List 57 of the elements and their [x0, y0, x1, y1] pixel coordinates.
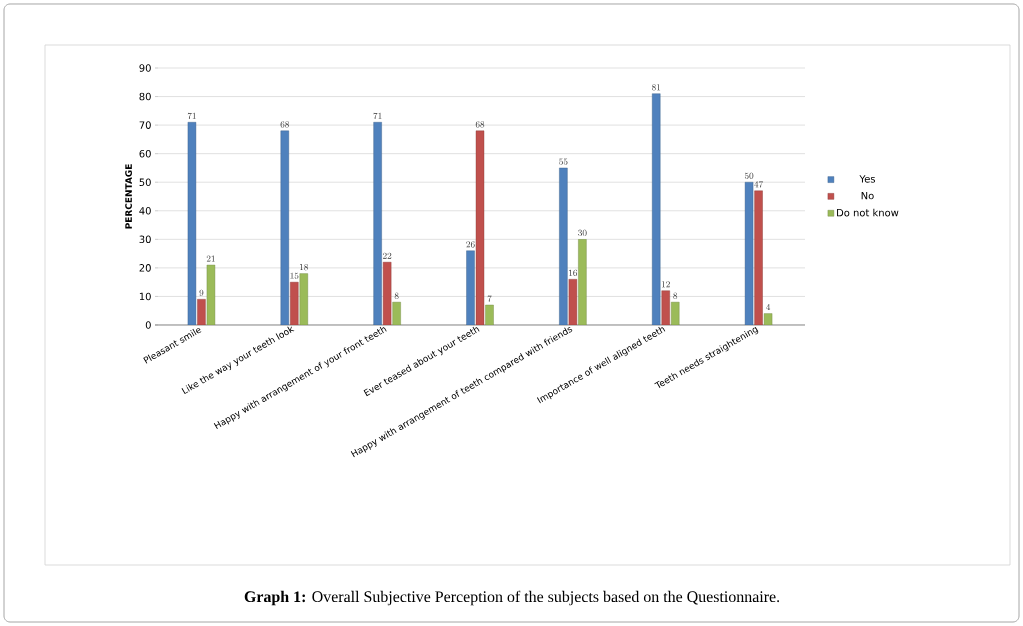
text: Yes: [859, 175, 876, 183]
y-tick-label: 0: [145, 321, 151, 329]
y-tick-label: 50: [139, 178, 151, 186]
data-label: 22: [382, 252, 392, 259]
bar: [206, 264, 216, 325]
data-label: 7: [487, 295, 492, 302]
data-label: 18: [300, 264, 308, 271]
bar: [661, 290, 670, 325]
data-label: 50: [744, 172, 754, 179]
data-label: 4: [766, 303, 771, 311]
data-label: 26: [466, 241, 475, 248]
data-label: 30: [578, 229, 587, 237]
data-label: 12: [661, 281, 670, 288]
bar: [197, 299, 206, 325]
y-tick-label: 90: [139, 64, 151, 72]
bar: [568, 279, 578, 325]
data-label: 21: [206, 255, 215, 262]
data-label: 15: [290, 272, 299, 279]
bar: [280, 130, 289, 325]
legend-label: Do not know: [837, 208, 899, 217]
data-label: 71: [373, 112, 382, 119]
bar: [763, 313, 773, 325]
bar: [744, 182, 754, 325]
bar: [559, 167, 568, 325]
data-label: 8: [394, 292, 399, 299]
y-tick-label: 70: [139, 121, 151, 129]
data-label: 68: [280, 121, 289, 128]
data-label: 47: [754, 181, 764, 188]
bar: [671, 301, 680, 325]
bar: [754, 190, 763, 325]
y-tick-label: 30: [139, 235, 151, 244]
data-label: 81: [652, 84, 661, 91]
data-label: 8: [673, 292, 678, 299]
data-label: 71: [187, 112, 196, 119]
data-label: 9: [199, 289, 204, 296]
y-tick-label: 40: [139, 207, 151, 215]
bar: [373, 122, 382, 325]
bar: [466, 250, 475, 325]
y-tick-label: 80: [139, 92, 151, 101]
data-label: 68: [475, 121, 485, 128]
bar: [485, 304, 494, 325]
text: No: [861, 191, 874, 200]
y-tick-label: 20: [139, 264, 151, 272]
y-tick-label: 60: [139, 149, 151, 158]
bar: [290, 281, 299, 325]
bar: [382, 261, 392, 325]
bar: [652, 93, 661, 325]
bar: [187, 122, 197, 325]
bar: [392, 301, 401, 325]
y-tick-label: 10: [139, 292, 151, 301]
bar: [475, 130, 485, 325]
bar: [299, 273, 308, 325]
data-label: 55: [559, 158, 568, 165]
bar: [578, 239, 587, 325]
text: Graph 1: Overall Subjective Perception of the subjects based on the Questionnaire.: [244, 590, 780, 606]
y-axis-title: PERCENTAGE: [125, 164, 132, 229]
data-label: 16: [569, 269, 578, 276]
